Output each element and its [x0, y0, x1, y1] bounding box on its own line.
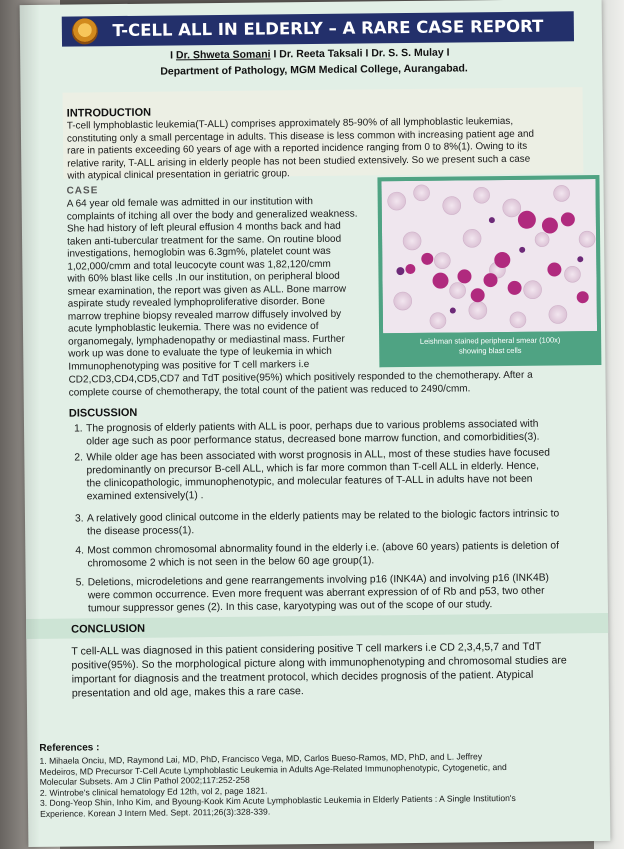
blood-smear-image — [381, 179, 598, 334]
title-bar: T-CELL ALL IN ELDERLY – A RARE CASE REPO… — [61, 11, 575, 47]
discussion-item: 5. Deletions, microdeletions and gene re… — [76, 571, 601, 615]
left-shadow — [0, 0, 40, 849]
author-separator: I — [446, 46, 450, 59]
conclusion-text: T cell-ALL was diagnosed in this patient… — [71, 639, 604, 701]
poster: T-CELL ALL IN ELDERLY – A RARE CASE REPO… — [19, 0, 611, 848]
discussion-heading: DISCUSSION — [68, 406, 138, 420]
references-list: 1. Mihaela Onciu, MD, Raymond Lai, MD, P… — [39, 750, 605, 819]
discussion-item: 4. Most common chromosomal abnormality f… — [75, 539, 600, 570]
references-heading: References : — [39, 742, 100, 754]
item-number: 2. — [74, 452, 84, 464]
item-text: Most common chromosomal abnormality foun… — [87, 539, 600, 570]
case-text: A 64 year old female was admitted in our… — [67, 195, 377, 373]
authors-line: I Dr. Shweta Somani I Dr. Reeta Taksali … — [170, 47, 450, 62]
item-number: 5. — [75, 577, 85, 589]
introduction-text: T-cell lymphoblastic leukemia(T-ALL) com… — [67, 115, 584, 183]
item-text: A relatively good clinical outcome in th… — [87, 507, 600, 538]
figure-caption: Leishman stained peripheral smear (100x)… — [379, 335, 601, 357]
conclusion-heading: CONCLUSION — [71, 622, 146, 636]
item-number: 3. — [74, 513, 84, 525]
item-text: The prognosis of elderly patients with A… — [86, 417, 599, 448]
discussion-item: 1. The prognosis of elderly patients wit… — [74, 417, 599, 448]
figure-caption-line: showing blast cells — [458, 345, 522, 356]
author-separator: I — [170, 49, 174, 62]
introduction-heading: INTRODUCTION — [66, 106, 152, 120]
college-logo-icon — [71, 18, 99, 45]
blood-smear-figure: Leishman stained peripheral smear (100x)… — [377, 175, 602, 368]
discussion-item: 2. While older age has been associated w… — [74, 446, 600, 503]
item-number: 1. — [73, 423, 83, 435]
author-separator: I — [365, 47, 369, 60]
author-2: Dr. Reeta Taksali — [279, 47, 363, 61]
discussion-item: 3. A relatively good clinical outcome in… — [75, 507, 600, 538]
item-text: While older age has been associated with… — [86, 446, 600, 503]
author-separator: I — [273, 48, 277, 61]
author-3: Dr. S. S. Mulay — [371, 46, 444, 60]
case-text-full: CD2,CD3,CD4,CD5,CD7 and TdT positive(95%… — [68, 369, 598, 400]
author-1: Dr. Shweta Somani — [175, 48, 271, 62]
item-number: 4. — [75, 545, 84, 557]
poster-title: T-CELL ALL IN ELDERLY – A RARE CASE REPO… — [112, 16, 544, 41]
item-text: Deletions, microdeletions and gene rearr… — [88, 571, 601, 615]
case-heading: CASE — [66, 185, 99, 197]
department: Department of Pathology, MGM Medical Col… — [160, 62, 468, 78]
